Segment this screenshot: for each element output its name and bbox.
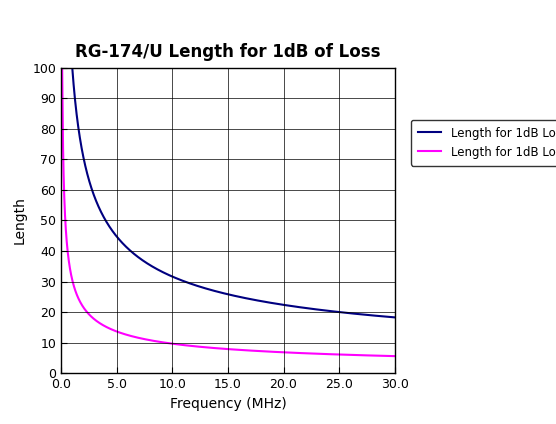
Length for 1dB Loss (ft)	[349, 311, 356, 316]
Length for 1dB Loss (ft)	[391, 315, 398, 320]
Length for 1dB Loss (ft)	[186, 281, 192, 286]
Length for 1dB Loss (m)	[200, 345, 207, 350]
Length for 1dB Loss (m)	[58, 65, 64, 70]
Length for 1dB Loss (m)	[349, 352, 356, 357]
X-axis label: Frequency (MHz): Frequency (MHz)	[170, 396, 286, 410]
Length for 1dB Loss (m)	[385, 354, 391, 359]
Line: Length for 1dB Loss (ft): Length for 1dB Loss (ft)	[61, 68, 395, 318]
Length for 1dB Loss (ft)	[116, 237, 122, 242]
Legend: Length for 1dB Loss (ft), Length for 1dB Loss (m): Length for 1dB Loss (ft), Length for 1dB…	[411, 120, 556, 166]
Title: RG-174/U Length for 1dB of Loss: RG-174/U Length for 1dB of Loss	[75, 43, 381, 61]
Length for 1dB Loss (m)	[96, 321, 103, 326]
Length for 1dB Loss (ft)	[200, 285, 207, 290]
Y-axis label: Length: Length	[13, 197, 27, 244]
Length for 1dB Loss (m)	[116, 330, 122, 335]
Length for 1dB Loss (m)	[391, 354, 398, 359]
Length for 1dB Loss (ft)	[96, 206, 103, 211]
Line: Length for 1dB Loss (m): Length for 1dB Loss (m)	[61, 68, 395, 356]
Length for 1dB Loss (ft)	[385, 314, 391, 319]
Length for 1dB Loss (m)	[186, 343, 192, 348]
Length for 1dB Loss (ft)	[58, 65, 64, 70]
